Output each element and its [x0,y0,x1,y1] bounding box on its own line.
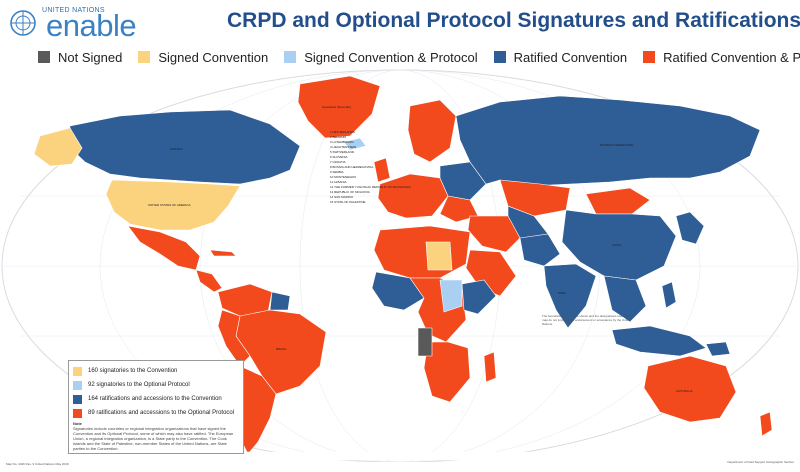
label-russia: RUSSIAN FEDERATION [600,143,633,147]
legend-label: Ratified Convention [513,49,628,65]
eu-list-item: 8 BOSNIA AND HERZEGOVINA [330,165,374,169]
summary-row: 89 ratifications and accessions to the O… [73,406,239,420]
eu-list-item: 7 CROATIA [330,160,346,164]
eu-list-item: 4 LIECHTENSTEIN [330,145,357,149]
country-indonesia[interactable] [611,325,707,357]
page-title: CRPD and Optional Protocol Signatures an… [227,9,800,32]
country-australia[interactable] [643,355,737,423]
legend-item-ratified-convention: Ratified Convention [493,49,628,65]
legend-label: Signed Convention [158,49,269,65]
logo-word: enable [46,8,137,43]
country-western-europe[interactable] [377,173,449,219]
summary-text: 160 signatories to the Convention [88,368,178,374]
country-ukraine-balkans[interactable] [439,195,479,223]
country-libya[interactable] [425,241,453,271]
legend-item-signed-convention-protocol: Signed Convention & Protocol [284,49,478,65]
country-peru-bolivia[interactable] [217,309,251,367]
country-central-america[interactable] [195,269,223,293]
eu-list-item: 13 REPUBLIC OF MOLDOVA [330,190,370,194]
eu-list-item: 6 SLOVENIA [330,155,348,159]
country-antarctica [39,451,761,461]
country-horn-of-africa[interactable] [461,279,497,315]
legend-swatch [643,51,656,63]
note-heading: Note [73,421,82,426]
country-sudan[interactable] [439,279,463,313]
summary-row: 164 ratifications and accessions to the … [73,392,239,406]
label-greenland: Greenland (Denmark) [322,105,351,109]
label-brazil: BRAZIL [276,347,287,351]
summary-row: 92 signatories to the Optional Protocol [73,378,239,392]
country-usa-alaska[interactable] [33,127,83,167]
summary-swatch [73,408,82,418]
label-canada: CANADA [170,147,183,151]
country-turkey-iran[interactable] [467,215,521,253]
eu-list-item: 1 NETHERLANDS [330,130,355,134]
summary-text: 164 ratifications and accessions to the … [88,396,222,402]
legend: Not Signed Signed Convention Signed Conv… [38,47,800,67]
eu-list-item: 15 STATE OF PALESTINE [330,200,366,204]
legend-label: Not Signed [58,49,123,65]
legend-swatch [138,51,151,63]
legend-swatch [493,51,506,63]
legend-label: Signed Convention & Protocol [304,49,478,65]
eu-list-item: 9 SERBIA [330,170,344,174]
country-usa[interactable] [105,179,241,231]
eu-list-item: 3 LUXEMBOURG [330,140,354,144]
country-angola-namibia[interactable] [417,327,433,357]
country-new-zealand[interactable] [759,411,773,437]
country-russia[interactable] [455,95,761,187]
logo-org-text: UNITED NATIONS [42,7,105,14]
legend-swatch [284,51,297,63]
note-text: Signatories include countries or regiona… [73,426,234,451]
summary-row: 160 signatories to the Convention [73,364,239,378]
summary-text: 89 ratifications and accessions to the O… [88,410,235,416]
country-india[interactable] [543,263,597,329]
map-disclaimer: The boundaries and names shown and the d… [542,314,634,326]
label-australia: AUSTRALIA [676,389,693,393]
country-southeast-asia[interactable] [603,275,647,323]
legend-label: Ratified Convention & Protocol [663,49,800,65]
country-scandinavia[interactable] [407,99,457,163]
eu-list-item: 2 BELGIUM [330,135,347,139]
legend-item-signed-convention: Signed Convention [138,50,268,65]
legend-item-not-signed: Not Signed [38,50,122,65]
eu-list-item: 10 MONTENEGRO [330,175,357,179]
country-mongolia[interactable] [585,187,651,215]
legend-swatch [38,51,50,63]
label-china: CHINA [612,243,621,247]
country-philippines[interactable] [661,281,677,309]
summary-swatch [73,380,82,390]
summary-text: 92 signatories to the Optional Protocol [88,382,190,388]
country-guyana[interactable] [269,291,291,311]
un-enable-logo[interactable]: UNITED NATIONS enable [8,6,158,43]
eu-list-item: 12 THE FORMER YUGOSLAV REPUBLIC OF MACED… [330,185,411,189]
map-credit: Department of Field Support Cartographic… [727,460,794,464]
summary-legend-box: 160 signatories to the Convention 92 sig… [68,360,244,454]
map-number: Map No. 4446 Rev. 9 United Nations May 2… [6,462,69,466]
summary-swatch [73,394,82,404]
country-china[interactable] [561,209,677,281]
country-southern-africa[interactable] [423,341,471,403]
country-papua[interactable] [705,341,731,357]
country-madagascar[interactable] [483,351,497,383]
country-afghanistan-pakistan[interactable] [519,233,561,267]
country-cuba[interactable] [209,249,237,257]
un-emblem-icon [10,10,36,36]
country-canada[interactable] [67,109,301,185]
eu-list-item: 11 ALBANIA [330,180,347,184]
country-korea-japan[interactable] [675,211,705,245]
legend-item-ratified-convention-protocol: Ratified Convention & Protocol [643,50,800,65]
europe-numbered-list: 1 NETHERLANDS 2 BELGIUM 3 LUXEMBOURG 4 L… [330,130,411,205]
country-uk[interactable] [373,157,391,183]
label-usa: UNITED STATES OF AMERICA [148,203,191,207]
summary-swatch [73,366,82,376]
country-greenland[interactable] [297,75,381,139]
eu-list-item: 14 SAN MARINO [330,195,354,199]
eu-list-item: 5 SWITZERLAND [330,150,355,154]
country-iceland[interactable] [343,137,367,151]
label-india: INDIA [558,291,566,295]
header: UNITED NATIONS enable CRPD and Optional … [0,0,800,44]
